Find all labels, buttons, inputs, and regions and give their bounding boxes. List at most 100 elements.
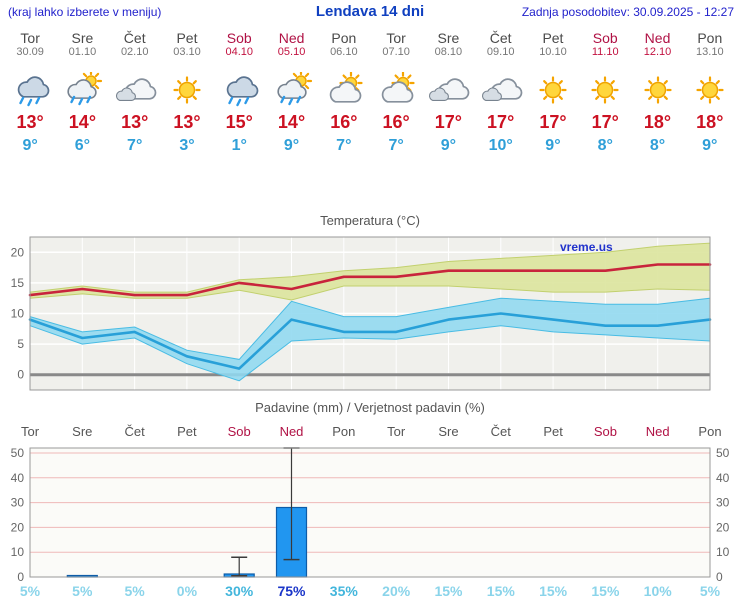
forecast-day-column: Pet 03.10 13° 3° [161,30,213,155]
low-temp: 9° [702,137,718,154]
precipitation-chart: 0 0 10 10 20 20 30 30 40 40 50 50 Tor Sre Čet Pet Sob Ned… [11,424,730,599]
forecast-day-column: Čet 09.10 17° 10° [475,30,527,155]
temperature-chart-title: Temperatura (°C) [320,213,420,228]
precip-probability: 15% [591,583,620,599]
precip-probability: 5% [72,583,93,599]
precip-y-tick-left: 0 [17,570,24,584]
precip-day-label: Sre [72,424,92,439]
forecast-day-column: Sob 11.10 17° 8° [579,30,631,155]
day-name: Sre [71,30,94,46]
precip-y-tick-left: 20 [11,520,25,534]
high-temp: 13° [16,112,44,132]
forecast-day-column: Tor 30.09 13° 9° [4,30,56,155]
day-date: 05.10 [277,46,306,58]
low-temp: 9° [22,137,38,154]
precip-y-tick-right: 40 [716,471,730,485]
low-temp: 9° [440,137,457,154]
forecast-day-column: Sre 08.10 17° 9° [422,30,474,155]
day-date: 11.10 [591,46,619,58]
day-date: 13.10 [696,46,724,58]
forecast-strip: Tor 30.09 13° 9° Sre 01.10 14° 6° Čet 02.10 13° 7° P… [4,30,736,155]
temperature-line [28,312,712,370]
precip-probability: 35% [330,583,359,599]
high-temp: 14° [277,112,306,132]
day-name: Čet [489,30,512,46]
precipitation-chart-title: Padavine (mm) / Verjetnost padavin (%) [255,400,485,415]
precip-y-tick-left: 10 [11,545,25,559]
low-temp: 7° [388,137,404,154]
precip-day-label: Pon [698,424,721,439]
high-temp: 17° [591,112,619,132]
sun-rain-icon [270,69,314,108]
sunny-icon [636,72,680,108]
high-temp: 13° [173,112,201,132]
precip-y-tick-right: 0 [716,570,723,584]
forecast-day-column: Ned 05.10 14° 9° [265,30,317,155]
day-name: Tor [386,30,406,46]
forecast-day-column: Sre 01.10 14° 6° [56,30,108,155]
high-temp: 16° [330,112,358,132]
day-date: 04.10 [225,46,254,58]
last-update: Zadnja posodobitev: 30.09.2025 - 12:27 [521,5,734,19]
sunny-icon [165,72,209,108]
precip-probability: 5% [20,583,41,599]
temp-y-tick: 15 [11,276,25,290]
precip-day-label: Ned [280,424,304,439]
precip-y-tick-right: 20 [716,520,730,534]
forecast-day-column: Pet 10.10 17° 9° [527,30,579,155]
day-name: Pet [542,30,564,46]
precip-probability: 15% [487,583,516,599]
temperature-line [28,263,712,297]
cloudy-icon [426,72,470,108]
precip-day-label: Pet [543,424,563,439]
precip-day-label: Tor [21,424,40,439]
rain-icon [217,72,261,108]
page-title: Lendava 14 dni [315,3,425,20]
partly-icon [322,71,366,108]
day-name: Sob [226,30,252,46]
day-name: Sre [437,30,460,46]
day-date: 06.10 [330,46,358,58]
low-temp: 9° [283,137,300,154]
precip-y-tick-right: 10 [716,545,730,559]
day-name: Čet [123,30,146,46]
precip-day-label: Sob [228,424,251,439]
temp-y-tick: 10 [11,307,25,321]
day-name: Pon [697,30,723,46]
high-temp: 13° [121,112,149,132]
precip-y-tick-left: 30 [11,496,25,510]
temperature-chart: 0 5 10 15 20 vreme.us [11,236,712,391]
high-temp: 15° [225,112,253,132]
high-temp: 18° [643,112,672,132]
high-temp: 16° [382,112,410,132]
precip-probability: 30% [225,583,254,599]
day-name: Tor [20,30,40,46]
temp-y-tick: 0 [17,368,24,382]
sunny-icon [688,72,732,108]
precip-day-label: Ned [646,424,670,439]
forecast-day-column: Čet 02.10 13° 7° [109,30,161,155]
day-date: 12.10 [643,46,672,58]
day-name: Pon [331,30,357,46]
day-date: 30.09 [16,46,44,58]
precip-probability: 5% [124,583,145,599]
high-temp: 17° [434,112,462,132]
low-temp: 7° [127,137,143,154]
day-date: 09.10 [486,46,515,58]
precip-day-label: Čet [124,424,145,439]
cloudy-icon [113,72,157,108]
precip-probability: 10% [644,583,673,599]
temp-y-tick: 20 [11,245,25,259]
high-temp: 17° [487,112,515,132]
precip-probability: 20% [382,583,411,599]
rain-icon [8,72,52,108]
precip-probability: 75% [277,583,306,599]
cloudy-icon [479,72,523,108]
precip-probability: 5% [700,583,721,599]
low-temp: 10° [488,137,513,154]
precip-probability: 0% [177,583,198,599]
precip-day-label: Sob [594,424,617,439]
day-name: Pet [176,30,198,46]
sunny-icon [583,72,627,108]
high-temp: 14° [68,112,97,132]
